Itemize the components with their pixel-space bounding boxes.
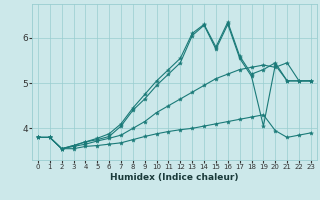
X-axis label: Humidex (Indice chaleur): Humidex (Indice chaleur) — [110, 173, 239, 182]
